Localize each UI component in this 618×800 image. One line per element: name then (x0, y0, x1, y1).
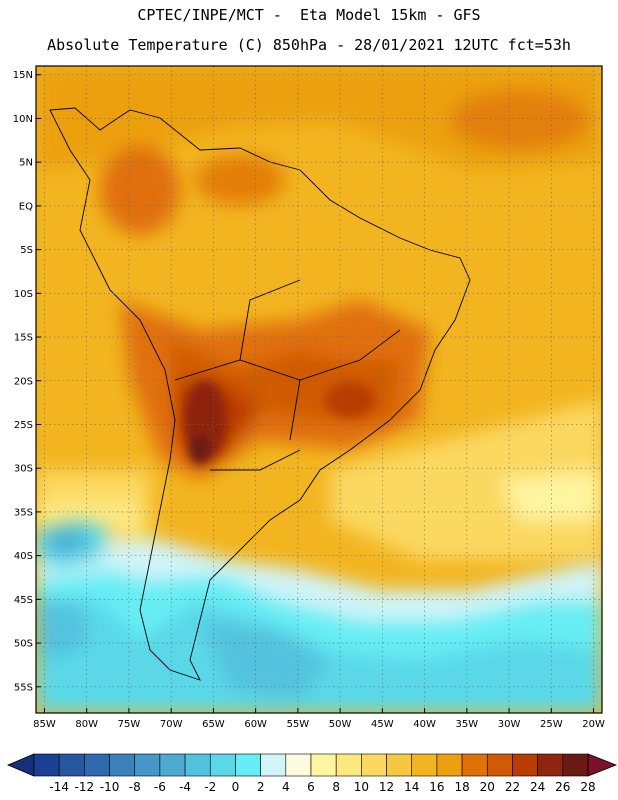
colorbar-cell (260, 753, 287, 777)
lat-tick-label: EQ (19, 201, 33, 212)
colorbar-tick-label: -12 (75, 780, 95, 794)
colorbar-tick-label: -6 (154, 780, 166, 794)
colorbar-cell (386, 753, 413, 777)
lon-tick-label: 30W (498, 719, 521, 730)
colorbar-cell (84, 753, 110, 777)
lat-tick-label: 50S (14, 639, 33, 650)
lat-tick-label: 5N (19, 158, 33, 169)
colorbar-cell (461, 753, 488, 777)
lat-tick-label: 20S (14, 376, 33, 387)
lat-tick-label: 15S (14, 333, 33, 344)
colorbar-cell (512, 753, 538, 777)
colorbar-tick-label: 12 (379, 780, 394, 794)
colorbar-cell (436, 753, 463, 777)
lat-tick-label: 5S (20, 245, 33, 256)
chart-subtitle: Absolute Temperature (C) 850hPa - 28/01/… (47, 36, 571, 54)
colorbar-cell (310, 753, 337, 777)
colorbar-tick-label: 16 (429, 780, 444, 794)
colorbar-tick-label: 8 (332, 780, 340, 794)
colorbar-tick-label: 2 (257, 780, 265, 794)
longitude-axis: 85W 80W 75W 70W 65W 60W 55W 50W 45W 40W 35W 30W 25W 2… (33, 708, 605, 730)
temperature-field (36, 66, 602, 713)
colorbar-cell (361, 753, 387, 777)
lat-tick-label: 10N (13, 114, 33, 125)
colorbar-tick-label: -10 (100, 780, 120, 794)
lat-tick-label: 15N (13, 70, 33, 81)
colorbar-tick-label: 4 (282, 780, 290, 794)
lon-tick-label: 25W (540, 719, 563, 730)
colorbar-cell (285, 753, 312, 777)
colorbar-tick-label: 14 (404, 780, 419, 794)
colorbar-tick-label: 24 (530, 780, 545, 794)
lon-tick-label: 70W (160, 719, 183, 730)
colorbar-cell (184, 753, 211, 777)
lon-tick-label: 45W (371, 719, 394, 730)
colorbar-min-arrow (6, 753, 35, 777)
colorbar-cell (134, 753, 161, 777)
colorbar-cell (209, 753, 236, 777)
colorbar-cell (235, 753, 261, 777)
colorbar-cell (486, 753, 513, 777)
colorbar-cell (335, 753, 362, 777)
colorbar-tick-label: 26 (555, 780, 570, 794)
colorbar-tick-label: 6 (307, 780, 315, 794)
lat-tick-label: 35S (14, 507, 33, 518)
colorbar-cell (411, 753, 438, 777)
lon-tick-label: 50W (329, 719, 352, 730)
latitude-axis: 15N 10N 5N EQ 5S 10S 15S 20S 25S 30S 35S 40S 45S 50S 5… (13, 70, 41, 693)
lon-tick-label: 65W (202, 719, 225, 730)
chart-title: CPTEC/INPE/MCT - Eta Model 15km - GFS (137, 6, 481, 24)
lon-tick-label: 55W (287, 719, 310, 730)
colorbar-tick-label: -8 (129, 780, 141, 794)
lon-tick-label: 20W (582, 719, 605, 730)
colorbar-cell (159, 753, 186, 777)
colorbar-cell (58, 753, 85, 777)
lon-tick-label: 75W (118, 719, 141, 730)
lon-tick-label: 35W (456, 719, 479, 730)
colorbar-cell (33, 753, 60, 777)
lat-tick-label: 30S (14, 464, 33, 475)
colorbar-tick-label: -2 (204, 780, 216, 794)
lon-tick-label: 60W (244, 719, 267, 730)
colorbar-tick-label: 28 (580, 780, 595, 794)
colorbar-cell (562, 753, 589, 777)
lat-tick-label: 55S (14, 682, 33, 693)
lon-tick-label: 80W (75, 719, 98, 730)
map-frame (35, 65, 603, 714)
lat-tick-label: 10S (14, 289, 33, 300)
colorbar-tick-label: -14 (49, 780, 69, 794)
colorbar-cell (109, 753, 136, 777)
lon-tick-label: 85W (33, 719, 56, 730)
colorbar-tick-label: 22 (505, 780, 520, 794)
lat-tick-label: 25S (14, 420, 33, 431)
colorbar-cell (537, 753, 564, 777)
colorbar-tick-label: -4 (179, 780, 191, 794)
colorbar-max-arrow (587, 753, 618, 777)
colorbar-tick-label: 10 (354, 780, 369, 794)
colorbar-tick-label: 0 (232, 780, 240, 794)
lon-tick-label: 40W (413, 719, 436, 730)
colorbar-tick-label: 20 (480, 780, 495, 794)
colorbar-tick-label: 18 (454, 780, 469, 794)
lat-tick-label: 40S (14, 551, 33, 562)
colorbar: -14 -12 -10 -8 -6 -4 -2 0 2 4 6 8 10 12 14 16 18 20 22 24 26… (6, 753, 618, 794)
lat-tick-label: 45S (14, 595, 33, 606)
